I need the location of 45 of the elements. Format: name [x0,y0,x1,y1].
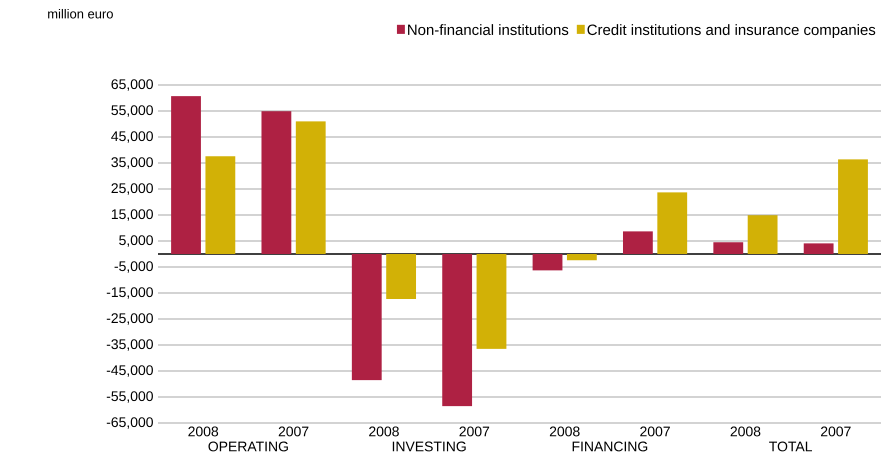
bar [657,192,688,254]
x-tick-label: 2007 [640,426,670,436]
y-tick-label: 35,000 [111,157,153,169]
bar [386,254,416,299]
y-tick-label: -35,000 [106,339,153,351]
x-tick-label: 2008 [188,426,218,436]
y-tick-label: 45,000 [111,131,153,143]
y-tick-label: 15,000 [112,209,153,221]
text: FINANCING [572,442,648,452]
y-tick-label: 65,000 [112,79,153,91]
x-tick-label: 2008 [550,426,580,436]
x-tick-label: 2007 [460,426,490,436]
bar [476,254,506,349]
y-tick-label: -45,000 [106,365,153,377]
legend-label: Credit institutions and insurance companies [588,24,876,38]
bar [622,231,653,254]
bar [838,159,868,254]
y-axis-title: million euro [48,8,113,18]
bar [205,156,236,254]
x-tick-label: 2008 [369,426,399,436]
y-tick-label: -25,000 [106,313,153,325]
y-tick-label: 25,000 [112,183,153,195]
text: OPERATING [208,442,288,452]
bar [296,121,326,254]
bar [804,243,834,254]
text: TOTAL [769,442,812,452]
bar [713,242,744,254]
y-tick-label: -15,000 [106,287,153,299]
bar [566,254,597,260]
y-tick-label: 5,000 [119,235,153,247]
bar [442,254,472,406]
y-tick-label: -65,000 [106,417,153,429]
bar [171,96,201,254]
bar [748,215,778,254]
x-tick-label: 2007 [278,426,308,436]
y-tick-label: 55,000 [111,105,153,117]
legend-label: Non-financial institutions [408,24,568,36]
bar [532,254,562,270]
bar [352,254,382,380]
text: INVESTING [392,442,466,452]
bar [261,111,292,254]
x-tick-label: 2008 [730,426,760,436]
x-tick-label: 2007 [821,426,851,436]
y-tick-label: -55,000 [106,391,153,403]
y-tick-label: -5,000 [114,261,153,273]
